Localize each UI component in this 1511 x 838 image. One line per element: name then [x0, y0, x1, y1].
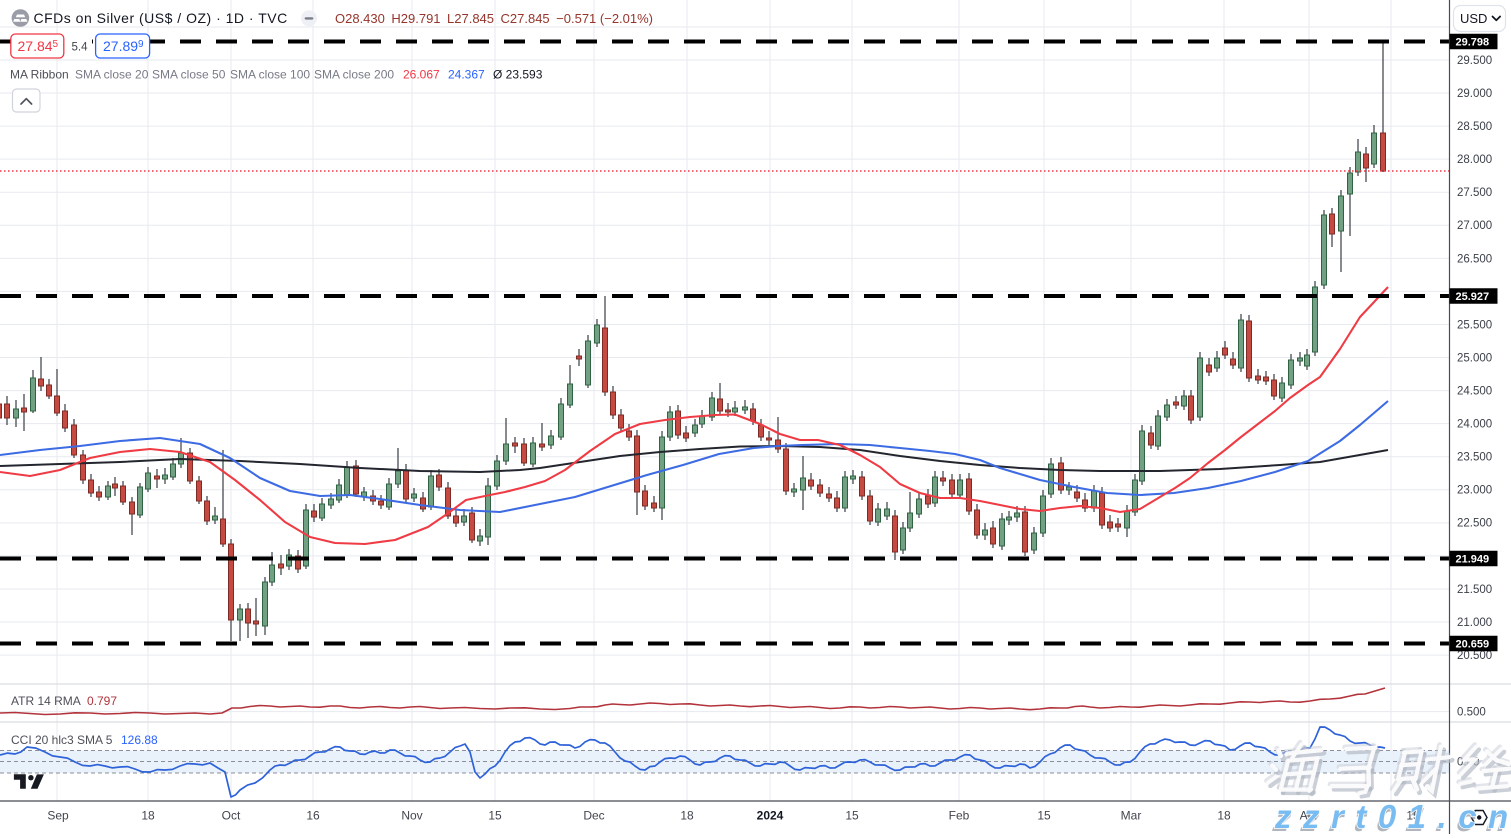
svg-text:26.500: 26.500 — [1457, 253, 1492, 265]
svg-text:Nov: Nov — [401, 809, 422, 823]
svg-text:21.000: 21.000 — [1457, 617, 1492, 629]
svg-text:2024: 2024 — [757, 809, 784, 823]
svg-text:23.000: 23.000 — [1457, 485, 1492, 497]
svg-text:Sep: Sep — [47, 809, 69, 823]
svg-text:25.500: 25.500 — [1457, 319, 1492, 331]
svg-text:24.000: 24.000 — [1457, 419, 1492, 431]
svg-text:USD: USD — [1460, 11, 1487, 26]
svg-text:ATR 14 RMA: ATR 14 RMA — [11, 694, 81, 708]
svg-text:SMA close 50: SMA close 50 — [152, 68, 226, 82]
svg-text:15: 15 — [1037, 809, 1051, 823]
svg-text:27.000: 27.000 — [1457, 220, 1492, 232]
svg-text:28.000: 28.000 — [1457, 154, 1492, 166]
svg-text:27.500: 27.500 — [1457, 187, 1492, 199]
svg-text:23.500: 23.500 — [1457, 452, 1492, 464]
svg-text:20.659: 20.659 — [1456, 639, 1490, 651]
svg-text:25.000: 25.000 — [1457, 352, 1492, 364]
svg-text:26.067: 26.067 — [403, 68, 440, 82]
svg-text:20.500: 20.500 — [1457, 650, 1492, 662]
svg-text:22.500: 22.500 — [1457, 518, 1492, 530]
svg-text:CCI 20 hlc3 SMA 5: CCI 20 hlc3 SMA 5 — [11, 733, 113, 747]
svg-text:15: 15 — [845, 809, 859, 823]
svg-text:29.000: 29.000 — [1457, 88, 1492, 100]
svg-text:5.4: 5.4 — [72, 42, 89, 54]
svg-text:0.500: 0.500 — [1457, 707, 1486, 719]
svg-text:O28.430 H29.791 L27.845 C27.84: O28.430 H29.791 L27.845 C27.845 −0.571 (… — [335, 11, 653, 26]
svg-text:24.500: 24.500 — [1457, 386, 1492, 398]
svg-text:27.899: 27.899 — [103, 38, 144, 54]
svg-text:zzrt01.cn: zzrt01.cn — [1274, 798, 1511, 835]
svg-text:18: 18 — [141, 809, 155, 823]
svg-text:Apr: Apr — [1300, 809, 1319, 823]
svg-text:25.927: 25.927 — [1456, 291, 1490, 303]
svg-text:MA Ribbon: MA Ribbon — [10, 68, 69, 82]
svg-text:CFDs on Silver (US$ / OZ) · 1D: CFDs on Silver (US$ / OZ) · 1D · TVC — [34, 10, 288, 26]
svg-text:18: 18 — [680, 809, 694, 823]
svg-text:18: 18 — [1217, 809, 1231, 823]
svg-text:Feb: Feb — [949, 809, 970, 823]
svg-text:126.88: 126.88 — [121, 733, 158, 747]
svg-text:15: 15 — [488, 809, 502, 823]
svg-text:28.500: 28.500 — [1457, 121, 1492, 133]
svg-text:21.500: 21.500 — [1457, 584, 1492, 596]
svg-text:SMA close 100: SMA close 100 — [230, 68, 310, 82]
svg-text:SMA close 200: SMA close 200 — [314, 68, 394, 82]
svg-text:21.949: 21.949 — [1456, 554, 1490, 566]
svg-text:Oct: Oct — [222, 809, 241, 823]
svg-text:zzrt01.cn: zzrt01.cn — [1270, 802, 1511, 838]
svg-text:Ø 23.593: Ø 23.593 — [493, 68, 543, 82]
svg-text:24.367: 24.367 — [448, 68, 485, 82]
svg-text:SMA close 20: SMA close 20 — [75, 68, 149, 82]
svg-text:29.798: 29.798 — [1456, 37, 1490, 49]
svg-text:Mar: Mar — [1121, 809, 1142, 823]
svg-text:27.845: 27.845 — [18, 38, 59, 54]
svg-text:Dec: Dec — [583, 809, 604, 823]
svg-text:29.500: 29.500 — [1457, 55, 1492, 67]
svg-text:0.797: 0.797 — [87, 694, 117, 708]
svg-text:16: 16 — [306, 809, 320, 823]
svg-text:15: 15 — [1406, 809, 1420, 823]
